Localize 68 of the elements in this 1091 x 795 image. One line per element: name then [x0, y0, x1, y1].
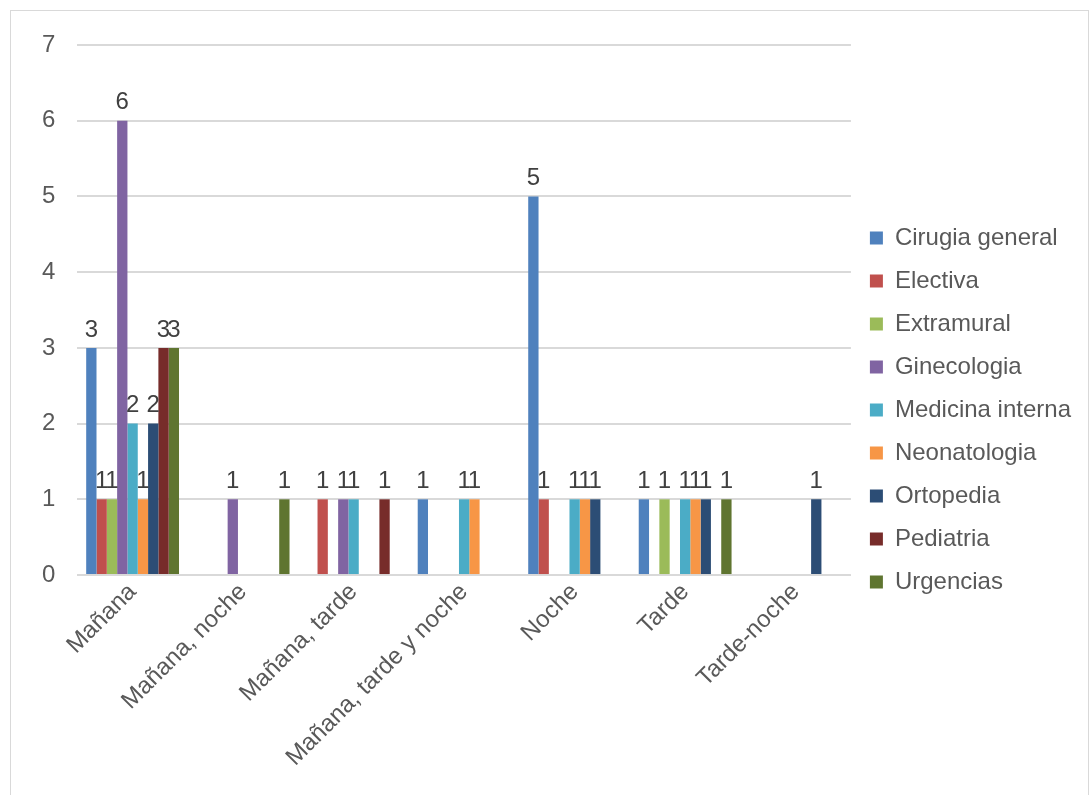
data-label: 1 [94, 465, 109, 493]
bar [700, 499, 711, 575]
bar [96, 499, 107, 575]
y-tick-label: 1 [41, 483, 56, 511]
bar [579, 499, 591, 575]
y-tick-label: 7 [41, 29, 56, 57]
data-label: 1 [377, 465, 392, 493]
legend-label: Extramural [894, 308, 1011, 336]
legend-label: Ortopedia [894, 480, 1001, 508]
data-label: 2 [125, 390, 140, 418]
bar [638, 499, 650, 575]
legend-label: Medicina interna [894, 394, 1072, 422]
data-label: 1 [316, 465, 330, 493]
bar [538, 499, 549, 575]
bar [227, 499, 238, 575]
bar [338, 499, 349, 575]
bar [811, 499, 822, 575]
bar [458, 499, 470, 575]
data-label: 1 [277, 465, 292, 493]
bar [721, 499, 732, 575]
y-tick-label: 2 [41, 408, 56, 436]
bar [137, 499, 149, 575]
legend-label: Cirugia general [894, 222, 1058, 250]
bar [279, 499, 290, 575]
bar [168, 347, 180, 575]
data-label: 1 [657, 465, 672, 493]
bar [659, 499, 670, 575]
data-label: 1 [719, 465, 734, 493]
y-tick-label: 0 [41, 559, 56, 587]
data-label: 1 [678, 465, 692, 493]
bar [590, 499, 601, 575]
y-tick-label: 3 [41, 332, 56, 360]
legend-label: Neonatologia [894, 437, 1037, 465]
data-label: 3 [167, 314, 181, 342]
bar [86, 347, 97, 575]
data-label: 1 [809, 465, 823, 493]
data-label: 1 [567, 465, 582, 493]
y-tick-label: 5 [41, 181, 56, 209]
data-label: 1 [537, 465, 551, 493]
bar [528, 196, 539, 575]
legend-label: Urgencias [894, 566, 1003, 594]
bar [569, 499, 580, 575]
bar [679, 499, 691, 575]
bar [379, 499, 390, 575]
bar [348, 499, 359, 575]
bar [106, 499, 118, 575]
data-label: 5 [526, 163, 541, 191]
bar [117, 120, 128, 575]
data-label: 1 [637, 465, 651, 493]
bar [158, 347, 169, 575]
data-label: 6 [115, 87, 129, 115]
data-label: 1 [416, 465, 430, 493]
legend-label: Pediatria [894, 523, 991, 551]
bar [148, 423, 159, 575]
legend-label: Ginecologia [894, 351, 1023, 379]
data-label: 1 [457, 465, 471, 493]
bar [417, 499, 429, 575]
bar [317, 499, 328, 575]
legend-label: Electiva [894, 265, 980, 293]
data-label: 1 [226, 465, 240, 493]
y-tick-label: 6 [41, 105, 56, 133]
data-label: 1 [699, 465, 713, 493]
bar [469, 499, 480, 575]
data-label: 1 [336, 465, 350, 493]
bar [690, 499, 701, 575]
data-label: 3 [84, 314, 99, 342]
y-tick-label: 4 [41, 256, 56, 284]
bar [127, 423, 138, 575]
